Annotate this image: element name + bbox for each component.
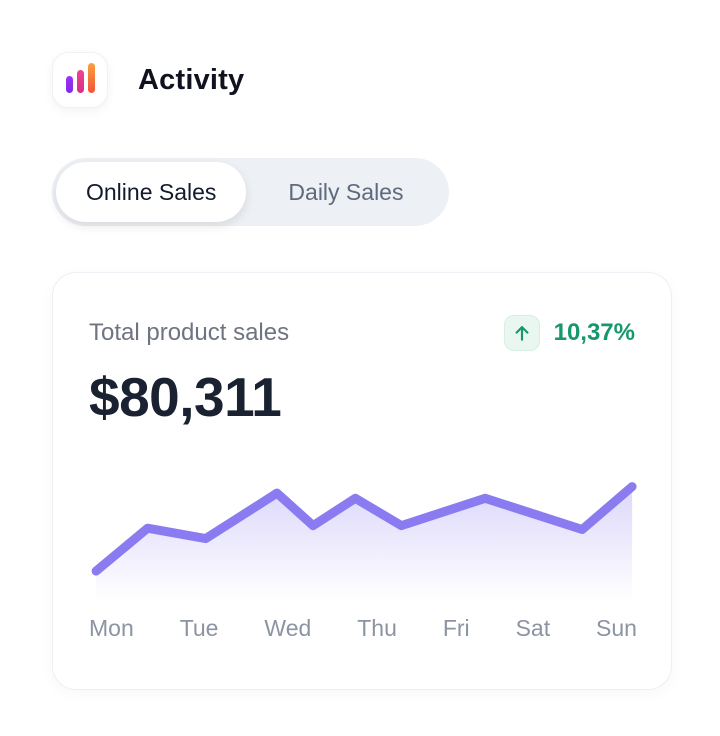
bar-chart-icon	[52, 52, 108, 108]
sales-area-chart	[89, 471, 637, 601]
chart-area-fill	[96, 486, 633, 601]
x-axis-label-wed: Wed	[264, 615, 312, 641]
bar-chart-icon-bar	[76, 70, 84, 93]
x-axis-labels: Mon Tue Wed Thu Fri Sat Sun	[89, 615, 637, 642]
total-sales-card: Total product sales 10,37% $80,311	[52, 272, 672, 690]
trend-badge: 10,37%	[503, 315, 635, 351]
sales-tabs: Online Sales Daily Sales	[52, 158, 450, 226]
tab-online-sales[interactable]: Online Sales	[56, 162, 247, 222]
bar-chart-icon-bar	[87, 63, 95, 93]
page-title: Activity	[138, 63, 245, 96]
trend-percentage: 10,37%	[553, 319, 635, 346]
total-sales-value: $80,311	[89, 366, 282, 428]
arrow-up-icon	[503, 315, 540, 351]
bar-chart-icon-bar	[65, 76, 73, 93]
tab-daily-sales[interactable]: Daily Sales	[246, 162, 445, 222]
x-axis-label-tue: Tue	[179, 615, 219, 641]
x-axis-label-sun: Sun	[596, 615, 637, 641]
chart-svg	[91, 482, 637, 601]
x-axis-label-thu: Thu	[357, 615, 397, 641]
activity-widget: Activity Online Sales Daily Sales Total …	[52, 52, 672, 690]
x-axis-label-sat: Sat	[515, 615, 551, 641]
x-axis-label-fri: Fri	[442, 615, 470, 641]
x-axis-label-mon: Mon	[89, 615, 134, 641]
chart-line	[91, 482, 637, 576]
card-label: Total product sales	[89, 319, 290, 346]
card-header: Total product sales 10,37%	[89, 315, 635, 351]
widget-header: Activity	[52, 52, 672, 108]
